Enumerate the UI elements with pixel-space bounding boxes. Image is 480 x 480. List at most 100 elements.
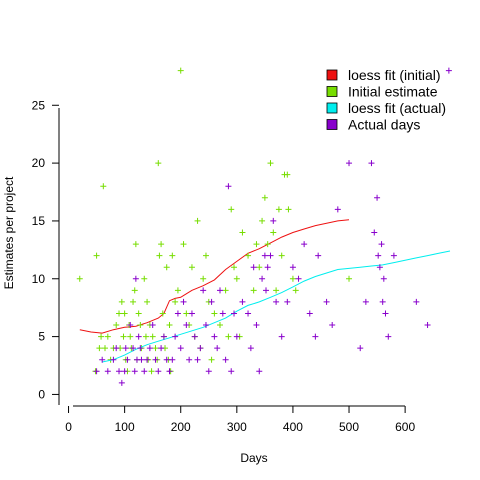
data-point	[141, 275, 148, 282]
data-point	[160, 333, 167, 340]
data-point	[334, 206, 341, 213]
data-point	[211, 333, 218, 340]
data-point	[118, 298, 125, 305]
data-point	[253, 322, 260, 329]
legend-swatch	[326, 86, 338, 97]
data-point	[217, 287, 223, 294]
data-point	[231, 264, 238, 271]
data-point	[118, 379, 125, 386]
legend-label: Actual days	[348, 117, 420, 133]
data-point	[137, 322, 144, 329]
x-tick-label: 200	[171, 420, 191, 434]
data-point	[174, 310, 181, 317]
data-point	[247, 345, 254, 352]
data-point	[155, 368, 162, 375]
data-point	[98, 333, 105, 340]
data-point	[346, 275, 353, 282]
data-point	[172, 333, 179, 340]
data-point	[239, 298, 246, 305]
data-point	[285, 206, 292, 213]
data-point	[96, 345, 103, 352]
data-point	[284, 171, 291, 178]
data-point	[259, 217, 266, 224]
data-point	[374, 194, 381, 201]
x-tick-label: 0	[65, 420, 72, 434]
legend-label: loess fit (actual)	[348, 100, 446, 116]
data-point	[169, 252, 176, 259]
y-ticks: 0 5 10 15 20 25	[32, 98, 59, 401]
data-point	[131, 368, 138, 375]
data-point	[166, 368, 173, 375]
data-point	[152, 356, 159, 363]
data-point	[113, 322, 120, 329]
data-point	[113, 345, 120, 352]
data-point	[180, 241, 187, 248]
legend-swatch	[326, 119, 338, 130]
series-layer	[76, 67, 452, 386]
data-point	[200, 275, 207, 282]
y-tick-label: 15	[32, 214, 46, 228]
data-point	[131, 287, 138, 294]
data-point	[292, 287, 299, 294]
data-point	[376, 264, 383, 271]
data-point	[158, 241, 165, 248]
data-point	[116, 368, 123, 375]
data-point	[174, 287, 181, 294]
x-tick-label: 600	[395, 420, 415, 434]
data-point	[375, 252, 382, 259]
data-point	[169, 356, 176, 363]
legend-swatch	[326, 102, 338, 114]
data-point	[214, 345, 221, 352]
data-point	[362, 298, 369, 305]
data-point	[102, 345, 108, 352]
data-point	[152, 345, 159, 352]
data-point	[239, 229, 246, 236]
data-point	[188, 264, 195, 271]
data-point	[445, 67, 452, 74]
data-point	[289, 264, 296, 271]
data-point	[270, 217, 277, 224]
data-point	[217, 322, 223, 329]
data-point	[385, 333, 392, 340]
data-point	[127, 333, 134, 340]
x-ticks: 0 100 200 300 400 500 600	[65, 406, 415, 434]
data-point	[231, 310, 238, 317]
data-point	[222, 356, 229, 363]
data-point	[278, 333, 285, 340]
data-point	[380, 275, 387, 282]
data-point	[127, 322, 134, 329]
data-point	[261, 252, 268, 259]
data-point	[267, 160, 274, 167]
data-point	[148, 368, 155, 375]
data-point	[256, 368, 263, 375]
data-point	[197, 345, 204, 352]
data-point	[278, 252, 285, 259]
data-point	[424, 322, 431, 329]
legend: loess fit (initial)Initial estimateloess…	[326, 67, 446, 133]
data-point	[301, 241, 308, 248]
data-point	[225, 183, 232, 190]
data-point	[264, 264, 271, 271]
data-point	[219, 310, 226, 317]
data-point	[132, 241, 139, 248]
data-point	[104, 368, 111, 375]
data-point	[135, 333, 142, 340]
y-tick-label: 0	[38, 387, 45, 401]
data-point	[253, 241, 260, 248]
data-point	[149, 322, 156, 329]
data-point	[329, 322, 336, 329]
data-point	[378, 241, 385, 248]
data-point	[130, 298, 137, 305]
data-point	[122, 345, 129, 352]
data-point	[156, 252, 163, 259]
data-point	[180, 298, 187, 305]
data-point	[132, 275, 139, 282]
data-point	[186, 356, 193, 363]
data-point	[295, 275, 302, 282]
data-point	[267, 252, 274, 259]
x-tick-label: 500	[339, 420, 359, 434]
x-tick-label: 300	[227, 420, 247, 434]
data-point	[194, 356, 201, 363]
data-point	[76, 275, 83, 282]
series-line-loess-fit-actual	[102, 250, 451, 363]
